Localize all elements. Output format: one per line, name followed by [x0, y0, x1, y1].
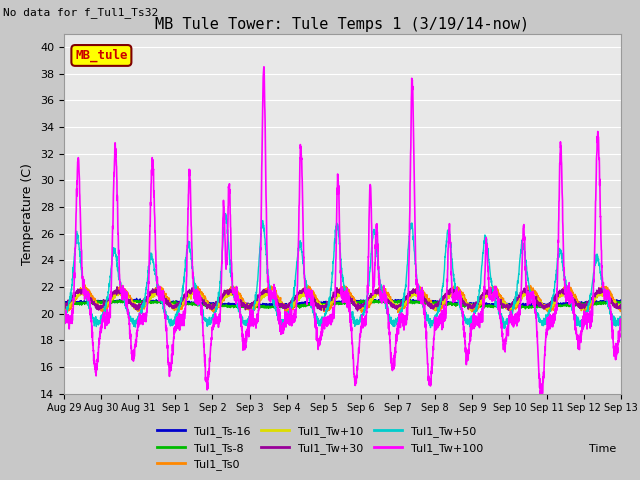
Title: MB Tule Tower: Tule Temps 1 (3/19/14-now): MB Tule Tower: Tule Temps 1 (3/19/14-now… [156, 17, 529, 33]
Text: Time: Time [589, 444, 616, 454]
Text: No data for f_Tul1_Ts32: No data for f_Tul1_Ts32 [3, 7, 159, 18]
Text: MB_tule: MB_tule [75, 49, 127, 62]
Y-axis label: Temperature (C): Temperature (C) [22, 163, 35, 264]
Legend: Tul1_Ts-16, Tul1_Ts-8, Tul1_Ts0, Tul1_Tw+10, Tul1_Tw+30, Tul1_Tw+50, Tul1_Tw+100: Tul1_Ts-16, Tul1_Ts-8, Tul1_Ts0, Tul1_Tw… [152, 422, 488, 474]
